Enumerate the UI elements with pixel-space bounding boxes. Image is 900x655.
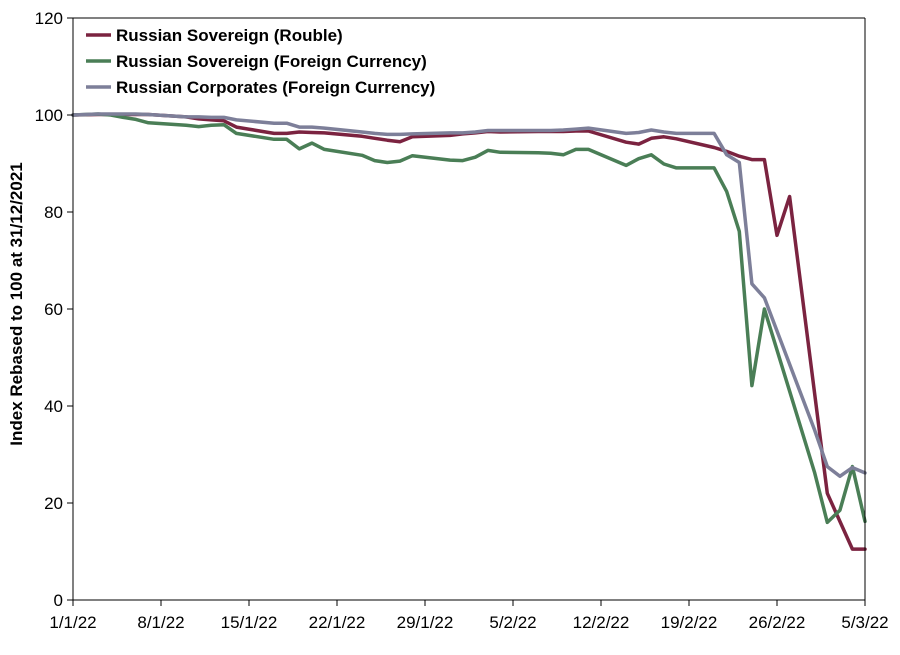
x-tick-label: 1/1/22 — [49, 613, 96, 632]
legend-label-russian-corporates-foreign-currency: Russian Corporates (Foreign Currency) — [116, 78, 435, 97]
y-tick-label: 120 — [35, 9, 63, 28]
x-tick-label: 29/1/22 — [397, 613, 454, 632]
y-tick-label: 60 — [44, 300, 63, 319]
x-tick-label: 5/3/22 — [841, 613, 888, 632]
x-tick-label: 26/2/22 — [749, 613, 806, 632]
x-tick-label: 19/2/22 — [661, 613, 718, 632]
x-tick-label: 8/1/22 — [137, 613, 184, 632]
series-line-russian-corporates-foreign-currency — [71, 112, 867, 479]
legend-label-russian-sovereign-rouble: Russian Sovereign (Rouble) — [116, 26, 343, 45]
y-ticks: 0 20 40 60 80 100 120 — [35, 9, 73, 610]
series-layer — [71, 112, 867, 551]
x-ticks: 1/1/22 8/1/22 15/1/22 22/1/22 29/1/22 5/2/22 1… — [49, 600, 889, 632]
y-tick-label: 20 — [44, 494, 63, 513]
y-tick-label: 80 — [44, 203, 63, 222]
x-tick-label: 15/1/22 — [221, 613, 278, 632]
y-tick-label: 0 — [54, 591, 63, 610]
legend-label-russian-sovereign-foreign-currency: Russian Sovereign (Foreign Currency) — [116, 52, 427, 71]
series-line-russian-sovereign-foreign-currency — [71, 112, 867, 525]
x-tick-label: 12/2/22 — [573, 613, 630, 632]
y-axis-title: Index Rebased to 100 at 31/12/2021 — [7, 162, 26, 446]
legend: Russian Sovereign (Rouble) Russian Sovere… — [86, 26, 435, 97]
x-tick-label: 22/1/22 — [309, 613, 366, 632]
y-tick-label: 40 — [44, 397, 63, 416]
x-tick-label: 5/2/22 — [489, 613, 536, 632]
y-tick-label: 100 — [35, 106, 63, 125]
